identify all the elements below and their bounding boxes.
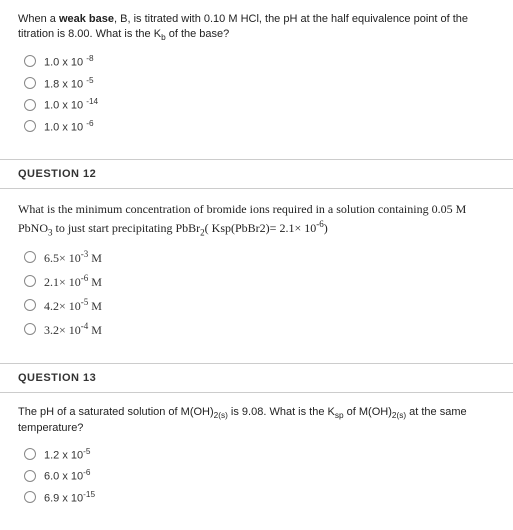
question-prompt: The pH of a saturated solution of M(OH)2… (18, 405, 495, 437)
radio-icon (24, 120, 36, 132)
option-label: 6.9 x 10-15 (44, 490, 95, 505)
option-label: 1.2 x 10-5 (44, 447, 90, 462)
options-list: 1.2 x 10-5 6.0 x 10-6 6.9 x 10-15 (18, 447, 495, 505)
option-item[interactable]: 1.0 x 10 -14 (24, 97, 495, 112)
radio-icon (24, 55, 36, 67)
option-label: 6.0 x 10-6 (44, 468, 90, 483)
question-prompt: What is the minimum concentration of bro… (18, 201, 495, 239)
radio-icon (24, 323, 36, 335)
option-label: 1.8 x 10 -5 (44, 76, 94, 91)
radio-icon (24, 470, 36, 482)
radio-icon (24, 99, 36, 111)
option-label: 1.0 x 10 -14 (44, 97, 98, 112)
question-block-11: When a weak base, B, is titrated with 0.… (0, 0, 513, 159)
radio-icon (24, 299, 36, 311)
option-item[interactable]: 1.8 x 10 -5 (24, 76, 495, 91)
option-item[interactable]: 3.2× 10-4 M (24, 321, 495, 338)
option-item[interactable]: 2.1× 10-6 M (24, 273, 495, 290)
radio-icon (24, 448, 36, 460)
question-prompt: When a weak base, B, is titrated with 0.… (18, 12, 495, 44)
option-item[interactable]: 6.9 x 10-15 (24, 490, 495, 505)
question-header-13: QUESTION 13 (0, 363, 513, 393)
options-list: 6.5× 10-3 M 2.1× 10-6 M 4.2× 10-5 M 3.2×… (18, 249, 495, 338)
radio-icon (24, 77, 36, 89)
option-label: 2.1× 10-6 M (44, 273, 102, 290)
question-block-12: What is the minimum concentration of bro… (0, 189, 513, 363)
option-item[interactable]: 1.0 x 10 -8 (24, 54, 495, 69)
option-label: 1.0 x 10 -6 (44, 119, 94, 134)
option-label: 3.2× 10-4 M (44, 321, 102, 338)
option-label: 4.2× 10-5 M (44, 297, 102, 314)
option-label: 1.0 x 10 -8 (44, 54, 94, 69)
radio-icon (24, 491, 36, 503)
options-list: 1.0 x 10 -8 1.8 x 10 -5 1.0 x 10 -14 1.0… (18, 54, 495, 134)
option-label: 6.5× 10-3 M (44, 249, 102, 266)
option-item[interactable]: 4.2× 10-5 M (24, 297, 495, 314)
option-item[interactable]: 6.5× 10-3 M (24, 249, 495, 266)
radio-icon (24, 275, 36, 287)
option-item[interactable]: 6.0 x 10-6 (24, 468, 495, 483)
radio-icon (24, 251, 36, 263)
question-header-12: QUESTION 12 (0, 159, 513, 189)
option-item[interactable]: 1.0 x 10 -6 (24, 119, 495, 134)
option-item[interactable]: 1.2 x 10-5 (24, 447, 495, 462)
question-block-13: The pH of a saturated solution of M(OH)2… (0, 393, 513, 530)
